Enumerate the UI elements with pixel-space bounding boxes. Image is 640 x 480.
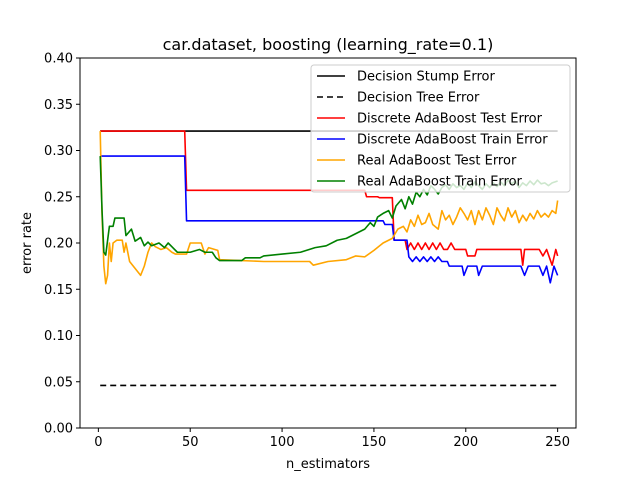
series-line-discrete-adaboost-test-error <box>100 130 559 267</box>
x-tick-label: 50 <box>182 435 199 450</box>
series-line-real-adaboost-test-error <box>99 131 559 285</box>
legend-label: Decision Stump Error <box>357 70 495 85</box>
y-tick-label: 0.30 <box>44 144 73 159</box>
chart-title: car.dataset, boosting (learning_rate=0.1… <box>163 35 494 55</box>
x-tick-label: 200 <box>453 435 478 450</box>
legend-label: Decision Tree Error <box>357 91 480 106</box>
legend-label: Real AdaBoost Test Error <box>357 154 517 169</box>
legend-box <box>310 64 571 193</box>
x-axis-label: n_estimators <box>286 457 370 472</box>
y-tick-label: 0.05 <box>44 375 73 390</box>
y-tick-label: 0.35 <box>44 98 73 113</box>
x-axis-ticks: 0 50 100 150 200 250 <box>94 428 570 450</box>
x-tick-label: 150 <box>362 435 387 450</box>
x-tick-label: 100 <box>270 435 295 450</box>
y-axis-label: error rate <box>20 212 35 274</box>
y-tick-label: 0.25 <box>44 190 73 205</box>
y-tick-label: 0.10 <box>44 329 73 344</box>
x-tick-label: 0 <box>94 435 102 450</box>
legend-label: Real AdaBoost Train Error <box>357 175 523 190</box>
y-tick-label: 0.40 <box>44 52 73 67</box>
x-tick-label: 250 <box>545 435 570 450</box>
legend-items: Decision Stump Error Decision Tree Error D… <box>317 70 548 190</box>
y-tick-label: 0.15 <box>44 283 73 298</box>
legend: Decision Stump Error Decision Tree Error D… <box>310 64 571 193</box>
y-tick-label: 0.00 <box>44 422 73 437</box>
legend-label: Discrete AdaBoost Train Error <box>357 133 548 148</box>
legend-label: Discrete AdaBoost Test Error <box>357 112 543 127</box>
y-tick-label: 0.20 <box>44 237 73 252</box>
y-axis-ticks: 0.00 0.05 0.10 0.15 0.20 0.25 0.30 0.35 0.40 <box>44 52 80 437</box>
